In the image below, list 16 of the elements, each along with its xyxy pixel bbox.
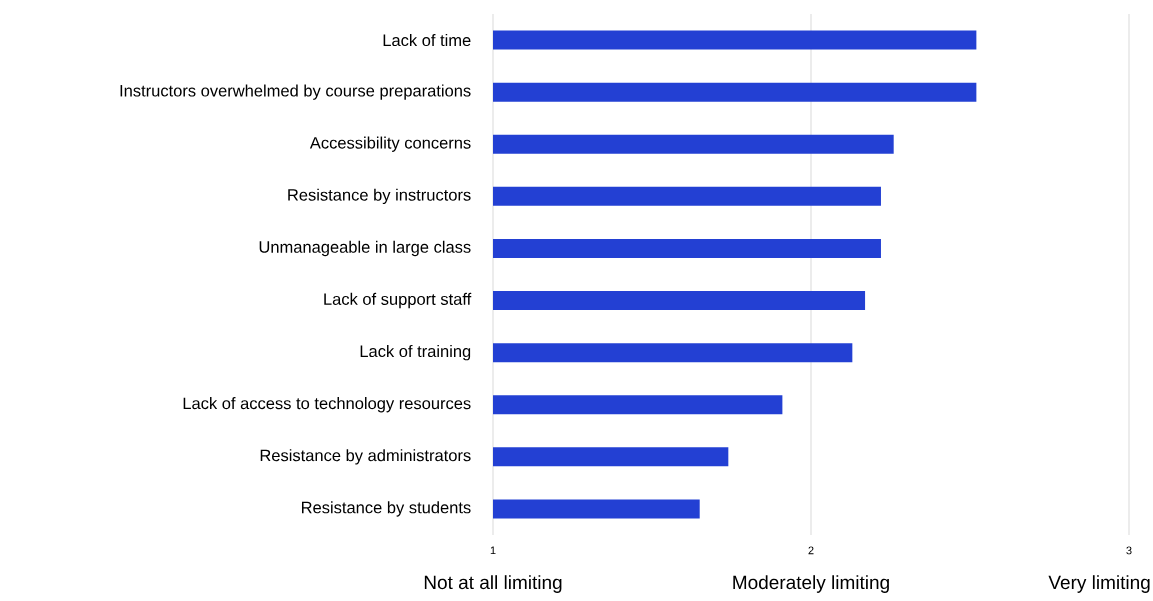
y-tick-label: Lack of training (360, 344, 471, 361)
x-tick-label: 3 (1126, 546, 1132, 555)
y-tick-label: Resistance by students (302, 501, 471, 517)
x-tick-label: 1 (490, 546, 496, 555)
x-tick-label: 2 (808, 546, 814, 555)
y-tick-label: Resistance by administrators (260, 449, 471, 465)
y-tick-label: Resistance by instructors (288, 188, 471, 205)
y-tick-label: Lack of access to technology resources (183, 397, 471, 413)
y-tick-label: Lack of support staff (324, 292, 472, 309)
y-tick-label: Accessibility concerns (309, 136, 471, 152)
y-tick-label: Lack of time (383, 33, 471, 47)
y-tick-label: Unmanageable in large class (259, 240, 471, 257)
text: Not at all limiting (424, 575, 562, 593)
text: Moderately limiting (733, 575, 889, 593)
y-tick-label: Instructors overwhelmed by course preparations (120, 84, 471, 100)
text: Very limiting (1048, 575, 1150, 593)
